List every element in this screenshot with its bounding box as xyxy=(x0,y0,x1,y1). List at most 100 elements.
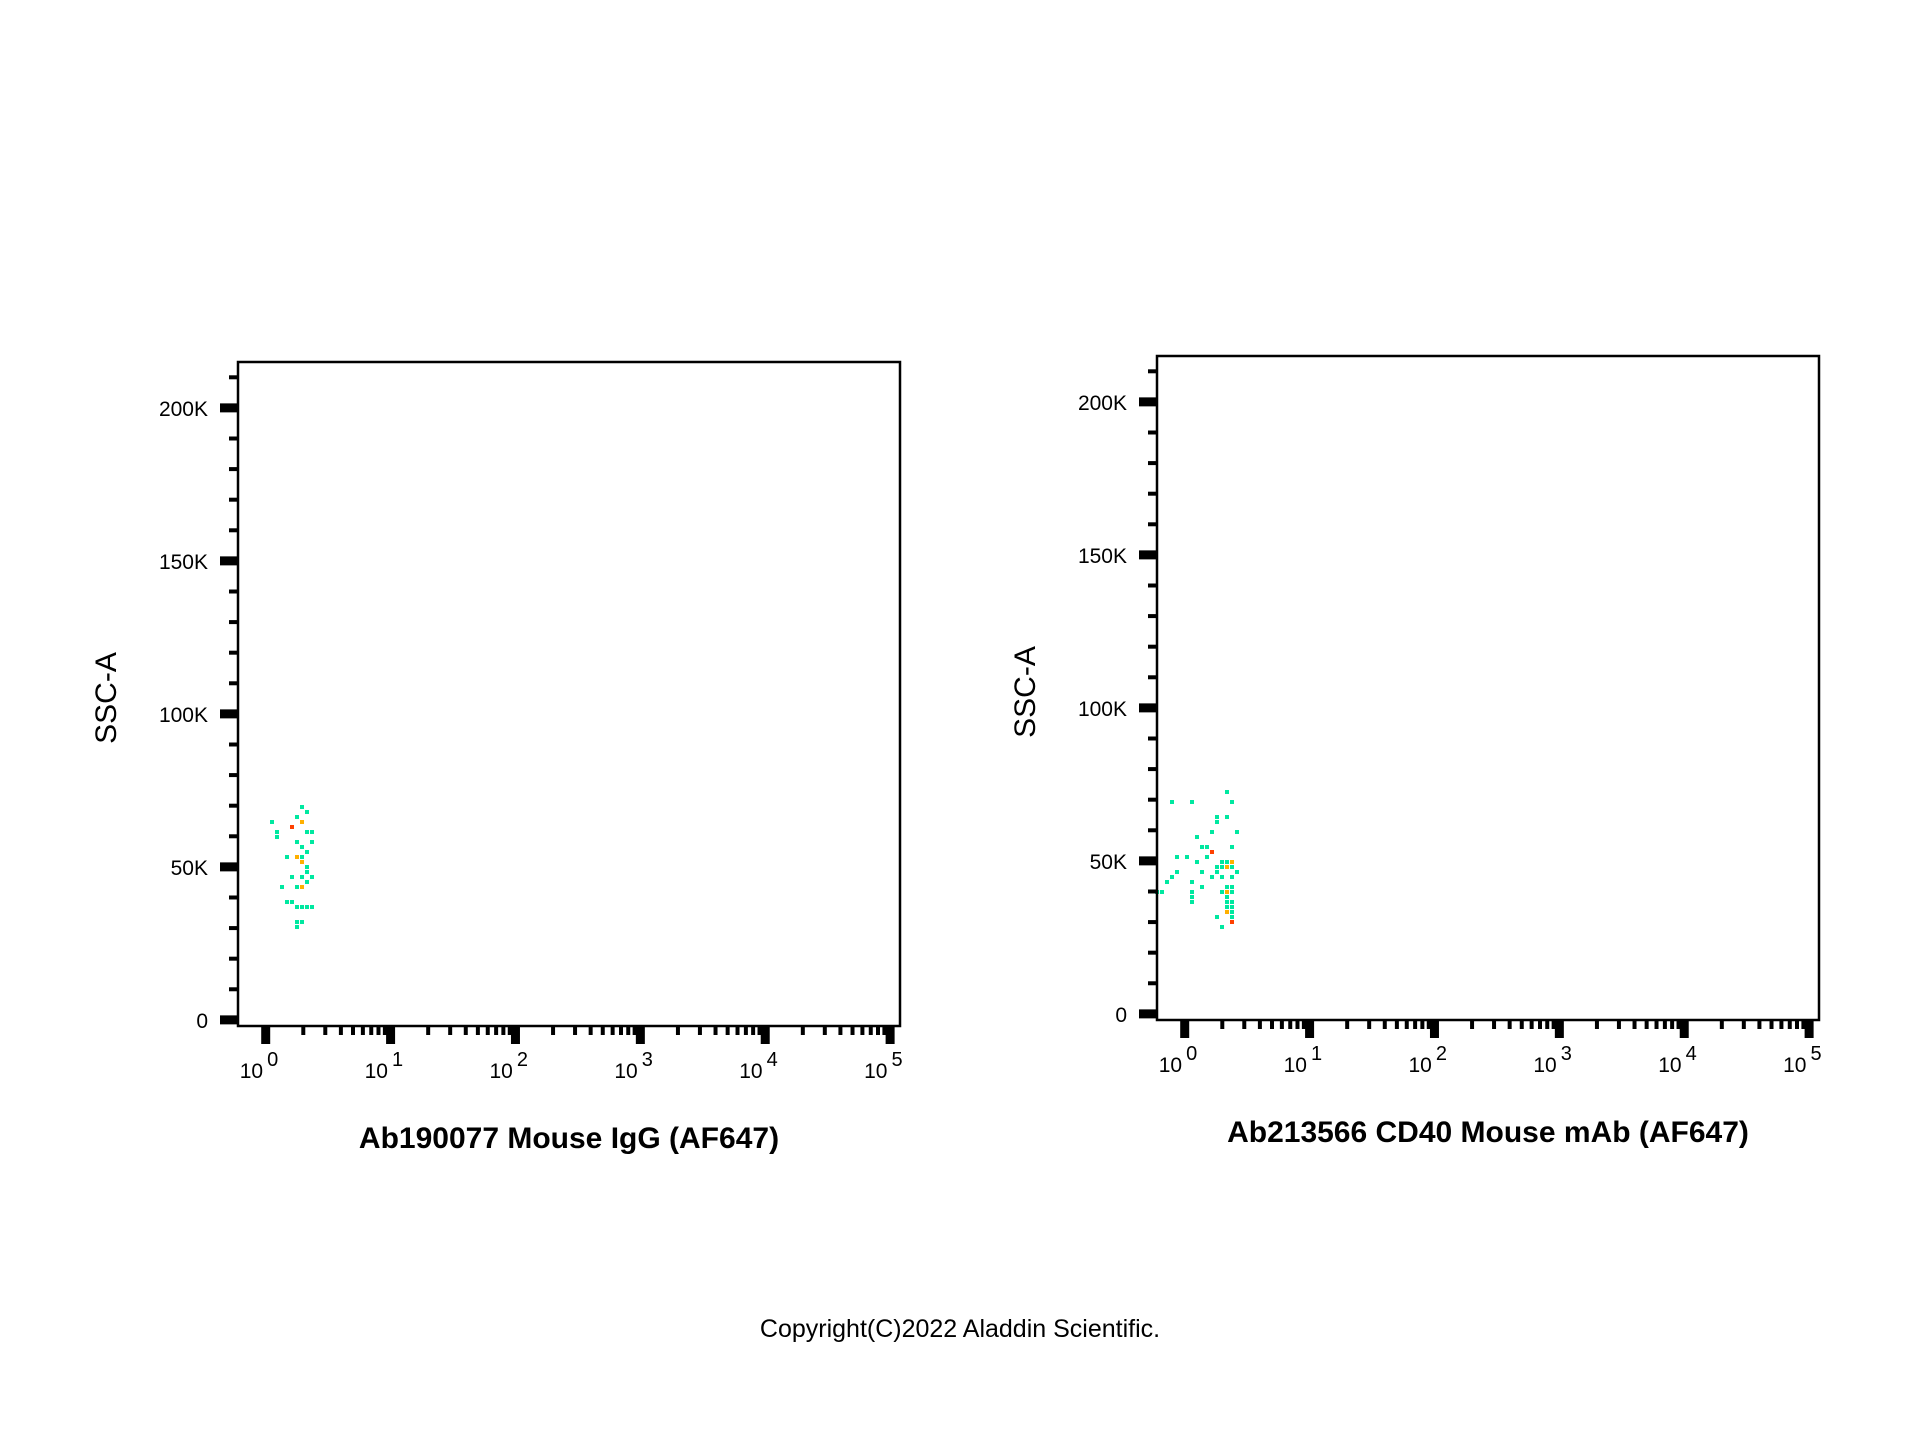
event-dot-0 xyxy=(1210,850,1214,854)
x-tick-label-10^2: 10 2 xyxy=(489,1049,527,1083)
event-dot-0 xyxy=(305,850,309,854)
event-dot-0 xyxy=(290,875,294,879)
event-dot-0 xyxy=(295,905,299,909)
event-dot-0 xyxy=(1225,790,1229,794)
event-dot-0 xyxy=(1235,830,1239,834)
y-tick-label-50K: 50K xyxy=(171,857,208,880)
event-dot-0 xyxy=(1230,800,1234,804)
event-dot-0 xyxy=(300,860,304,864)
y-tick-label-200K: 200K xyxy=(159,398,208,421)
event-dot-0 xyxy=(1230,865,1234,869)
event-dot-0 xyxy=(310,840,314,844)
event-dot-0 xyxy=(300,820,304,824)
y-tick-label-200K: 200K xyxy=(1078,392,1127,415)
y-axis: 0 50K 100K 150K 200K xyxy=(1078,369,1157,1027)
y-tick-label-0: 0 xyxy=(196,1010,208,1033)
event-dot-0 xyxy=(295,920,299,924)
event-dot-0 xyxy=(285,855,289,859)
event-dot-0 xyxy=(1200,870,1204,874)
event-dot-0 xyxy=(1225,815,1229,819)
event-dot-0 xyxy=(295,840,299,844)
y-tick-label-0: 0 xyxy=(1115,1004,1127,1027)
event-dot-0 xyxy=(310,830,314,834)
event-dot-0 xyxy=(305,870,309,874)
event-dot-0 xyxy=(1170,875,1174,879)
event-dot-0 xyxy=(1225,900,1229,904)
event-dot-0 xyxy=(1225,910,1229,914)
event-dot-0 xyxy=(1225,885,1229,889)
event-dot-0 xyxy=(300,885,304,889)
event-dot-0 xyxy=(1195,835,1199,839)
event-dot-0 xyxy=(1190,900,1194,904)
event-dot-0 xyxy=(1225,905,1229,909)
event-dot-0 xyxy=(1215,870,1219,874)
x-tick-label-10^4: 10 4 xyxy=(739,1049,777,1083)
event-dot-0 xyxy=(1230,900,1234,904)
y-tick-label-100K: 100K xyxy=(159,704,208,727)
event-dot-0 xyxy=(1175,870,1179,874)
event-dot-0 xyxy=(295,925,299,929)
x-axis: 10 0 10 1 10 2 10 3 10 4 10 5 xyxy=(1159,1020,1822,1077)
event-dot-0 xyxy=(1230,860,1234,864)
x-axis-label: Ab190077 Mouse IgG (AF647) xyxy=(359,1122,779,1155)
event-dot-0 xyxy=(1230,920,1234,924)
event-dot-0 xyxy=(1225,895,1229,899)
event-dot-0 xyxy=(1215,865,1219,869)
event-dot-0 xyxy=(1220,890,1224,894)
x-axis: 10 0 10 1 10 2 10 3 10 4 10 5 xyxy=(240,1026,903,1083)
event-dot-0 xyxy=(1200,885,1204,889)
event-dot-0 xyxy=(275,830,279,834)
event-dot-0 xyxy=(1225,860,1229,864)
plot-frame xyxy=(236,360,902,1028)
event-dot-0 xyxy=(300,845,304,849)
x-tick-label-10^3: 10 3 xyxy=(614,1049,652,1083)
x-tick-label-10^5: 10 5 xyxy=(1783,1043,1821,1077)
event-dot-0 xyxy=(290,900,294,904)
event-dot-0 xyxy=(1235,870,1239,874)
event-dot-0 xyxy=(1215,815,1219,819)
event-dot-0 xyxy=(1190,800,1194,804)
event-dot-0 xyxy=(1215,915,1219,919)
left-plot: 0 50K 100K 150K 200K 10 0 10 1 10 2 10 3 10 4 10 5 Ab1900… xyxy=(90,360,903,1155)
event-dot-0 xyxy=(1220,865,1224,869)
event-dot-0 xyxy=(1210,830,1214,834)
event-dot-0 xyxy=(285,900,289,904)
event-dot-0 xyxy=(300,905,304,909)
event-dot-0 xyxy=(300,805,304,809)
event-dot-0 xyxy=(1170,800,1174,804)
right-plot: 0 50K 100K 150K 200K 10 0 10 1 10 2 10 3 10 4 10 5 Ab2135… xyxy=(1009,354,1822,1149)
x-tick-label-10^3: 10 3 xyxy=(1533,1043,1571,1077)
x-tick-label-10^0: 10 0 xyxy=(240,1049,278,1083)
event-dot-0 xyxy=(1230,875,1234,879)
event-dot-0 xyxy=(1230,915,1234,919)
event-dot-0 xyxy=(1220,875,1224,879)
copyright-footer: Copyright(C)2022 Aladdin Scientific. xyxy=(759,1315,1161,1343)
event-dot-0 xyxy=(1230,845,1234,849)
event-dot-0 xyxy=(1205,845,1209,849)
event-dot-0 xyxy=(1160,890,1164,894)
event-dot-0 xyxy=(275,835,279,839)
event-dot-0 xyxy=(300,920,304,924)
x-tick-label-10^1: 10 1 xyxy=(1284,1043,1322,1077)
y-tick-label-50K: 50K xyxy=(1090,851,1127,874)
event-dot-0 xyxy=(295,815,299,819)
event-dot-0 xyxy=(1230,905,1234,909)
x-tick-label-10^5: 10 5 xyxy=(864,1049,902,1083)
event-dot-0 xyxy=(295,855,299,859)
event-dot-0 xyxy=(1220,860,1224,864)
event-dot-0 xyxy=(290,825,294,829)
event-dot-0 xyxy=(1230,910,1234,914)
event-dot-0 xyxy=(1210,875,1214,879)
y-tick-label-150K: 150K xyxy=(1078,545,1127,568)
event-dot-0 xyxy=(295,885,299,889)
event-dot-0 xyxy=(1175,855,1179,859)
event-dot-0 xyxy=(1195,860,1199,864)
event-dot-0 xyxy=(305,865,309,869)
y-tick-label-150K: 150K xyxy=(159,551,208,574)
event-dots xyxy=(270,805,314,929)
x-tick-label-10^0: 10 0 xyxy=(1159,1043,1197,1077)
event-dot-0 xyxy=(1190,880,1194,884)
event-dot-0 xyxy=(1190,895,1194,899)
event-dot-0 xyxy=(1165,880,1169,884)
